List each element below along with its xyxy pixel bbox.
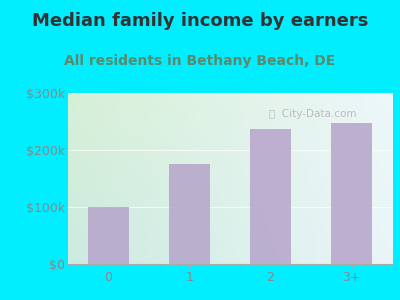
Text: Median family income by earners: Median family income by earners bbox=[32, 12, 368, 30]
Bar bbox=[169, 164, 210, 264]
Bar bbox=[88, 207, 129, 264]
Text: Ⓣ  City-Data.com: Ⓣ City-Data.com bbox=[269, 109, 356, 118]
Bar bbox=[331, 123, 372, 264]
Bar bbox=[250, 129, 291, 264]
Text: All residents in Bethany Beach, DE: All residents in Bethany Beach, DE bbox=[64, 54, 336, 68]
